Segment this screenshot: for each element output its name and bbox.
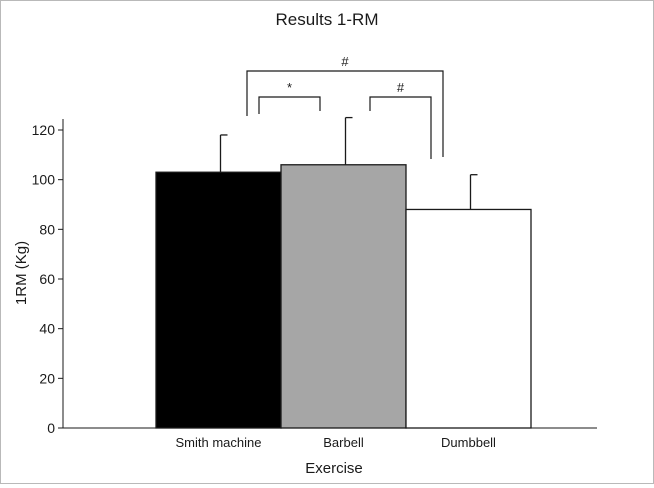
bar-smith-machine (155, 171, 282, 429)
x-axis-label: Exercise (305, 460, 363, 477)
chart-title: Results 1-RM (276, 10, 379, 29)
y-tick-label-100: 100 (32, 172, 56, 188)
significance-bracket-0 (258, 96, 321, 114)
significance-bracket-1 (369, 96, 432, 159)
significance-marker-1: # (397, 80, 405, 95)
y-tick-label-60: 60 (39, 271, 55, 287)
y-tick-label-40: 40 (39, 321, 55, 337)
significance-marker-0: * (287, 80, 292, 95)
y-tick-label-80: 80 (39, 221, 55, 237)
y-tick-label-120: 120 (32, 122, 56, 138)
significance-marker-2: # (341, 54, 349, 69)
bar-barbell (280, 164, 407, 429)
bar-dumbbell (405, 208, 532, 429)
x-tick-label-0: Smith machine (176, 435, 262, 450)
y-tick-label-0: 0 (47, 420, 55, 436)
x-tick-label-2: Dumbbell (441, 435, 496, 450)
significance-bracket-2 (246, 70, 444, 157)
x-tick-label-1: Barbell (323, 435, 364, 450)
plot-area: 0 20 40 60 80 100 120 Smith machine Barbell Dumbb… (32, 54, 597, 450)
y-axis-label: 1RM (Kg) (13, 241, 30, 305)
y-tick-label-20: 20 (39, 370, 55, 386)
